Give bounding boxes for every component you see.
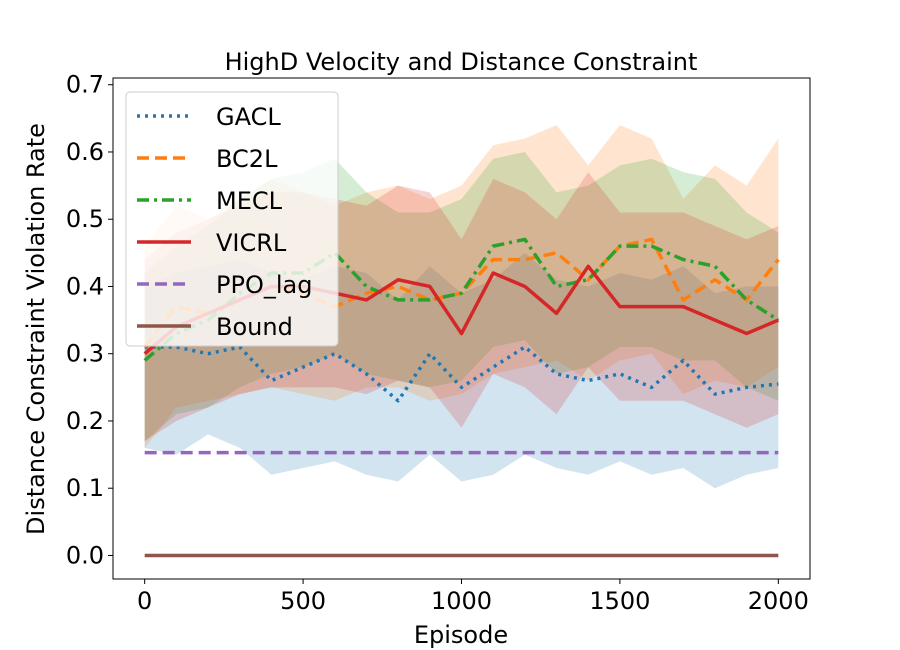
x-tick-label: 1500 <box>589 587 650 615</box>
legend-label-mecl: MECL <box>216 187 283 215</box>
legend-label-ppo-lag: PPO_lag <box>216 271 312 299</box>
chart-title: HighD Velocity and Distance Constraint <box>225 48 698 76</box>
y-tick-label: 0.4 <box>66 272 104 300</box>
series-line-gacl <box>144 345 779 403</box>
legend-label-bc2l: BC2L <box>216 145 278 173</box>
x-axis-label: Episode <box>414 621 508 649</box>
axis-ticks: 0 500 1000 1500 2000 0.0 0.1 0.2 0.3 0.4 0.5 0.6 0.7 <box>66 71 809 615</box>
y-tick-label: 0.0 <box>66 541 104 569</box>
y-tick-label: 0.3 <box>66 340 104 368</box>
y-tick-label: 0.6 <box>66 138 104 166</box>
x-tick-label: 0 <box>137 587 152 615</box>
y-tick-label: 0.1 <box>66 474 104 502</box>
x-tick-label: 1000 <box>431 587 492 615</box>
legend: GACL BC2L MECL VICRL PPO_lag Bound <box>125 91 339 347</box>
x-tick-label: 2000 <box>748 587 809 615</box>
y-tick-label: 0.5 <box>66 205 104 233</box>
y-tick-label: 0.2 <box>66 407 104 435</box>
legend-label-bound: Bound <box>216 313 293 341</box>
legend-label-gacl: GACL <box>216 103 281 131</box>
y-tick-label: 0.7 <box>66 71 104 99</box>
x-tick-label: 500 <box>280 587 326 615</box>
legend-label-vicrl: VICRL <box>216 229 287 257</box>
y-axis-label: Distance Constraint Violation Rate <box>22 123 50 535</box>
